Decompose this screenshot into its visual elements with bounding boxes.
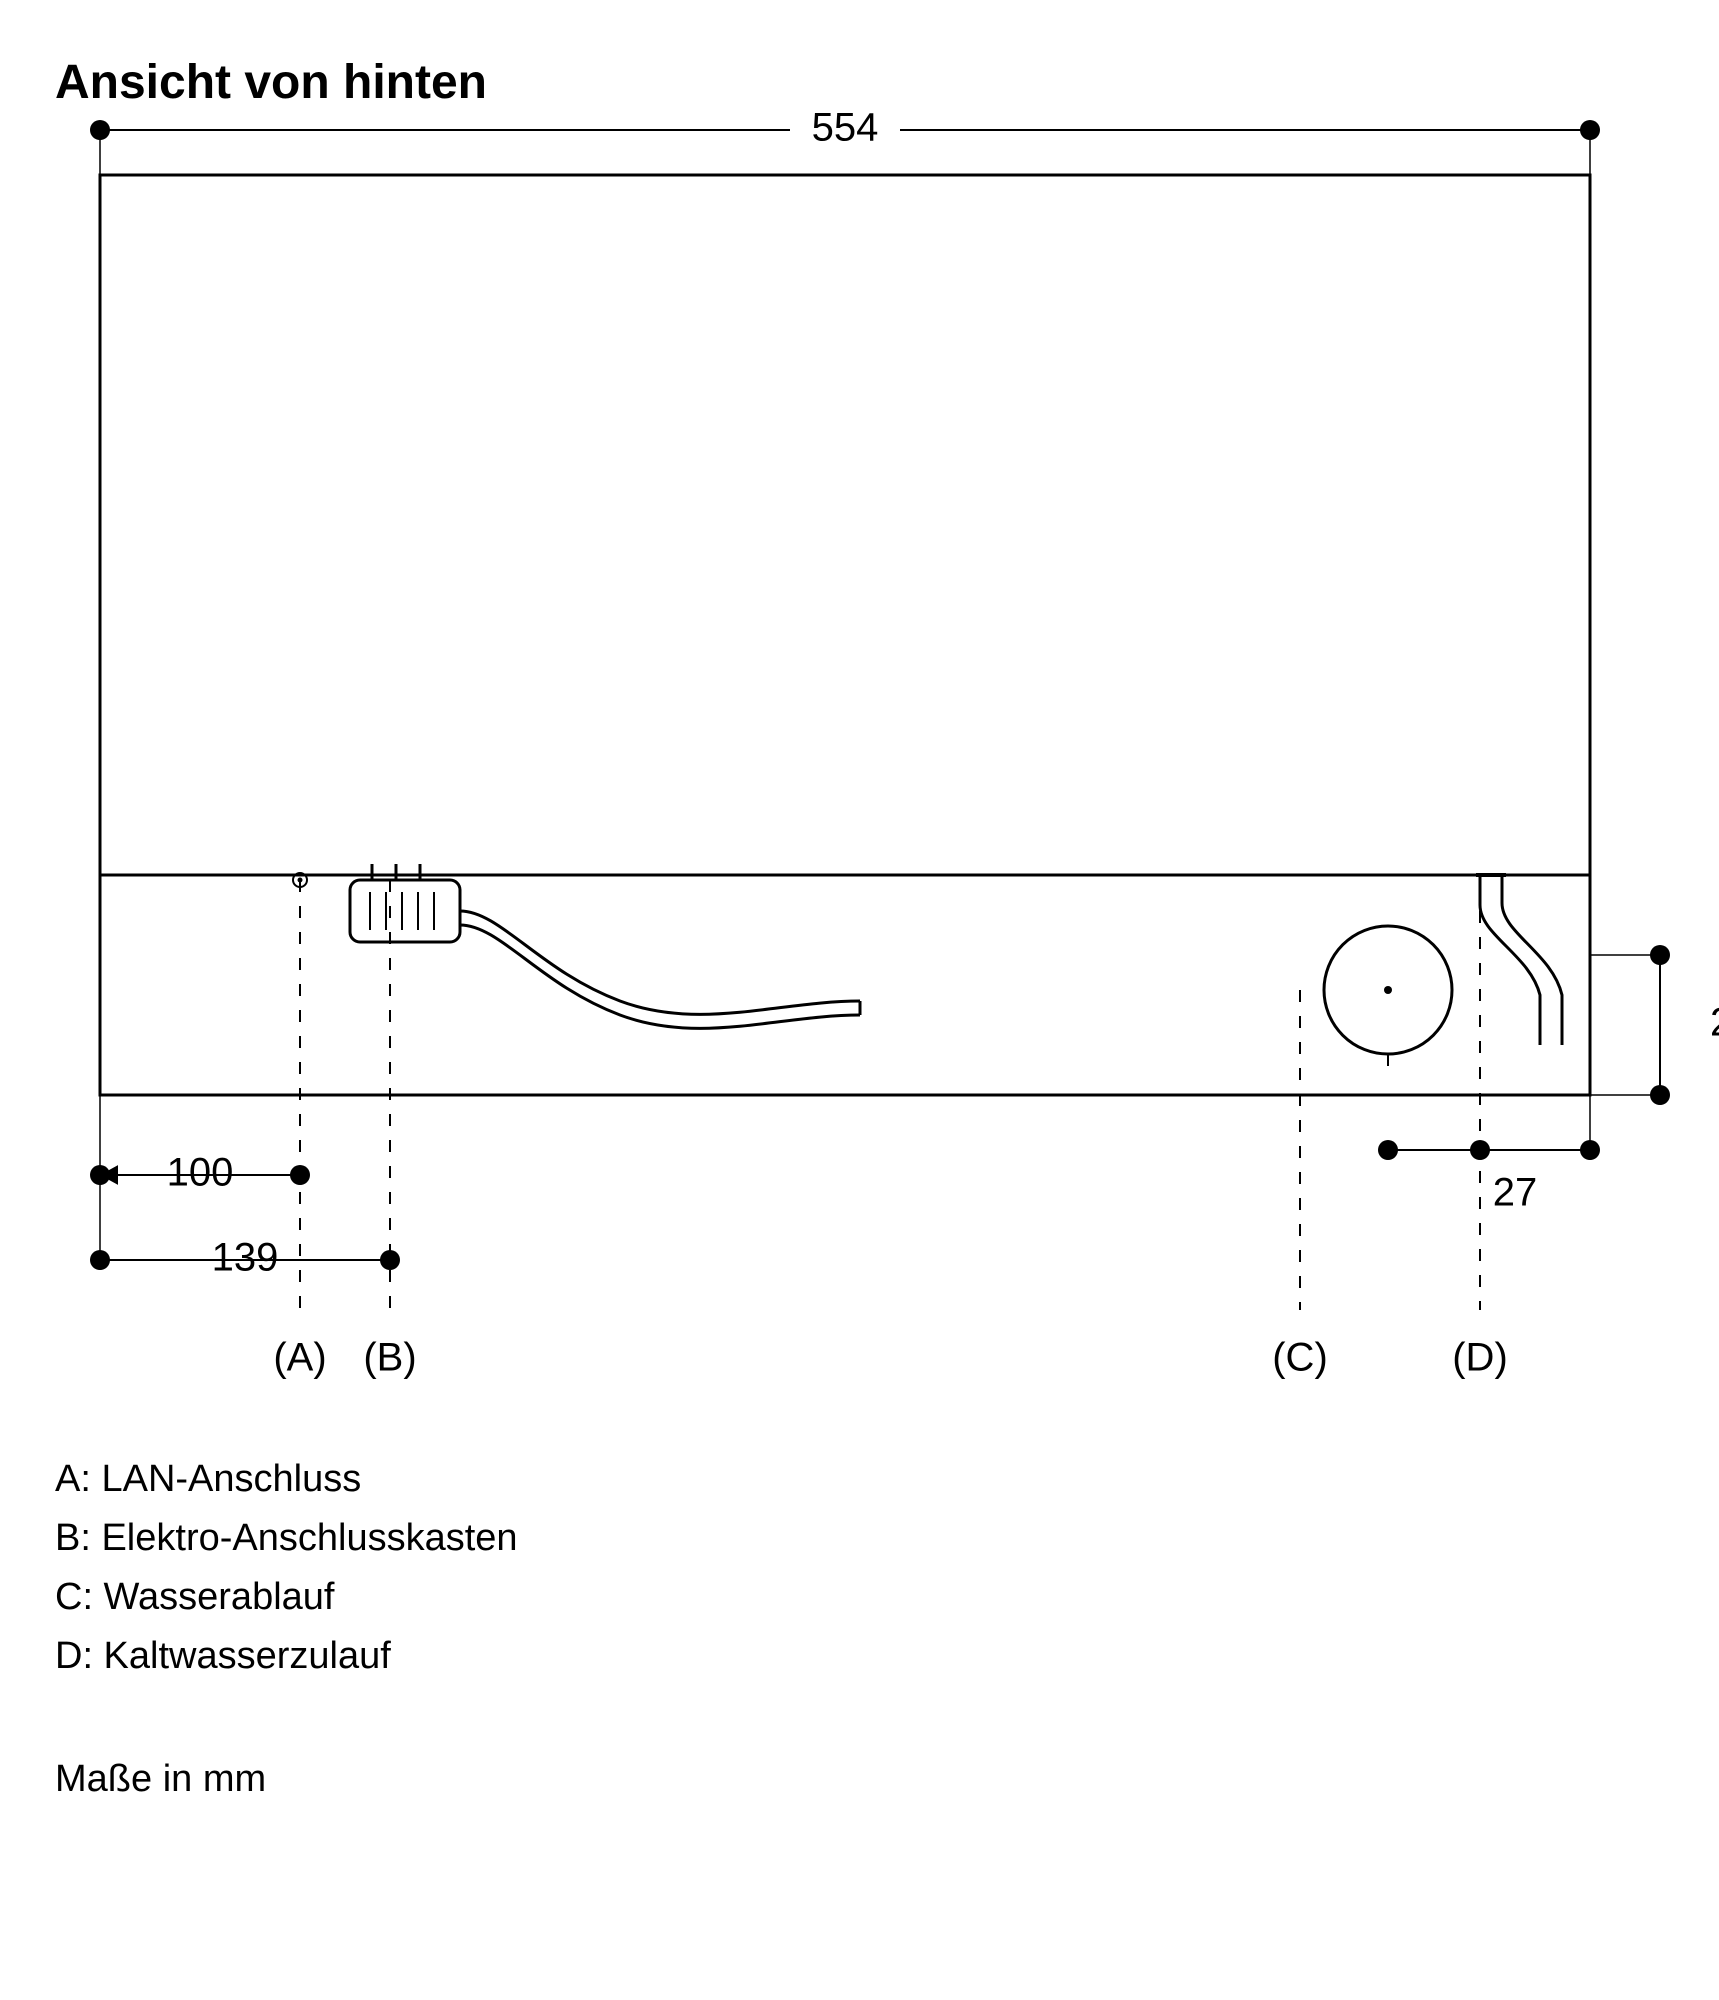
- legend-line-d: D: Kaltwasserzulauf: [55, 1627, 518, 1686]
- svg-text:(B): (B): [363, 1336, 416, 1380]
- svg-text:(A): (A): [273, 1336, 326, 1380]
- svg-text:27: 27: [1493, 1171, 1538, 1215]
- drawing-title: Ansicht von hinten: [55, 55, 487, 110]
- legend-line-b: B: Elektro-Anschlusskasten: [55, 1509, 518, 1568]
- svg-text:100: 100: [167, 1151, 234, 1195]
- svg-text:(D): (D): [1452, 1336, 1508, 1380]
- drawing-svg: 554 100 139 25 27 (A) (B) (C) (D): [0, 0, 1719, 2000]
- svg-text:(C): (C): [1272, 1336, 1328, 1380]
- svg-text:139: 139: [212, 1236, 279, 1280]
- legend-line-c: C: Wasserablauf: [55, 1568, 518, 1627]
- svg-text:25: 25: [1710, 1001, 1719, 1045]
- legend-line-a: A: LAN-Anschluss: [55, 1450, 518, 1509]
- svg-text:554: 554: [812, 106, 879, 150]
- technical-drawing-page: Ansicht von hinten 554 100 139 25 27 (A) (B) (C…: [0, 0, 1719, 2000]
- legend-block: A: LAN-Anschluss B: Elektro-Anschlusskas…: [55, 1450, 518, 1686]
- units-note: Maße in mm: [55, 1750, 266, 1809]
